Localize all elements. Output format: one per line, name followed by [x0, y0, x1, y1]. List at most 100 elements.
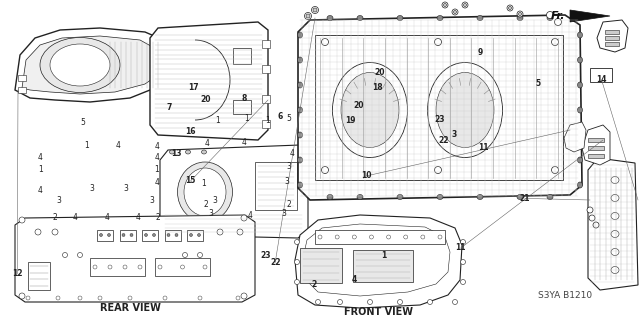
Polygon shape	[15, 215, 255, 302]
Text: 1: 1	[154, 165, 159, 174]
Ellipse shape	[552, 166, 559, 173]
Ellipse shape	[316, 300, 321, 305]
Ellipse shape	[198, 296, 202, 300]
Ellipse shape	[337, 300, 342, 305]
Ellipse shape	[611, 267, 619, 274]
Ellipse shape	[352, 235, 356, 239]
Text: 3: 3	[212, 196, 218, 205]
Polygon shape	[160, 145, 308, 238]
Ellipse shape	[138, 265, 142, 269]
Text: 11: 11	[456, 244, 466, 252]
Ellipse shape	[294, 279, 300, 284]
Text: 3: 3	[452, 130, 457, 139]
Text: 1: 1	[84, 141, 89, 150]
Text: 4: 4	[105, 213, 110, 222]
Ellipse shape	[462, 2, 468, 8]
Ellipse shape	[577, 57, 582, 63]
Bar	[262, 95, 270, 103]
Ellipse shape	[298, 82, 303, 88]
Text: 2: 2	[52, 213, 57, 222]
Ellipse shape	[477, 15, 483, 20]
Ellipse shape	[19, 217, 25, 223]
Ellipse shape	[123, 265, 127, 269]
Bar	[262, 120, 270, 128]
Ellipse shape	[202, 150, 207, 154]
Bar	[155, 258, 210, 276]
Ellipse shape	[294, 260, 300, 265]
Ellipse shape	[152, 234, 156, 236]
Bar	[590, 68, 612, 82]
Ellipse shape	[26, 296, 30, 300]
Ellipse shape	[507, 5, 513, 11]
Bar	[28, 262, 50, 290]
Ellipse shape	[305, 12, 312, 20]
Text: 1: 1	[244, 114, 249, 123]
Ellipse shape	[98, 296, 102, 300]
Bar	[315, 230, 445, 244]
Text: S3YA B1210: S3YA B1210	[538, 291, 592, 300]
Ellipse shape	[577, 82, 582, 88]
Text: 1: 1	[215, 116, 220, 125]
Ellipse shape	[236, 296, 240, 300]
Ellipse shape	[547, 12, 554, 19]
Ellipse shape	[189, 234, 193, 236]
Ellipse shape	[156, 56, 161, 60]
Text: 3: 3	[89, 184, 94, 193]
Text: REAR VIEW: REAR VIEW	[100, 303, 161, 313]
Bar	[18, 87, 26, 93]
Ellipse shape	[454, 11, 456, 13]
Ellipse shape	[397, 300, 403, 305]
Text: 4: 4	[154, 153, 159, 162]
Ellipse shape	[547, 15, 553, 20]
Text: 3: 3	[209, 209, 214, 218]
Ellipse shape	[509, 6, 511, 10]
Ellipse shape	[611, 212, 619, 220]
Text: 4: 4	[73, 213, 78, 222]
Ellipse shape	[321, 166, 328, 173]
Text: 1: 1	[201, 180, 206, 188]
Ellipse shape	[444, 4, 447, 6]
Ellipse shape	[175, 234, 178, 236]
Ellipse shape	[19, 293, 25, 299]
Bar	[605, 36, 619, 40]
Text: 4: 4	[38, 153, 43, 162]
Text: 1: 1	[265, 116, 270, 125]
Text: 3: 3	[56, 196, 61, 205]
Bar	[142, 230, 158, 241]
Bar	[605, 42, 619, 46]
Text: 3: 3	[287, 162, 292, 171]
Bar	[233, 100, 251, 114]
Ellipse shape	[327, 15, 333, 20]
Ellipse shape	[182, 252, 188, 258]
Text: 19: 19	[345, 116, 355, 125]
Ellipse shape	[217, 229, 223, 235]
Bar	[262, 40, 270, 48]
Text: 20: 20	[201, 95, 211, 104]
Text: 4: 4	[247, 211, 252, 220]
Ellipse shape	[333, 62, 408, 157]
Ellipse shape	[241, 293, 247, 299]
Ellipse shape	[298, 57, 303, 63]
Ellipse shape	[298, 132, 303, 138]
Text: 2: 2	[287, 200, 292, 209]
Ellipse shape	[577, 182, 582, 188]
Ellipse shape	[40, 37, 120, 92]
Ellipse shape	[577, 32, 582, 38]
Bar	[18, 75, 26, 81]
Ellipse shape	[552, 38, 559, 45]
Text: 13: 13	[171, 149, 181, 158]
Ellipse shape	[203, 265, 207, 269]
Ellipse shape	[577, 157, 582, 163]
Bar	[605, 30, 619, 34]
Text: 4: 4	[351, 275, 356, 284]
Bar	[187, 230, 203, 241]
Ellipse shape	[78, 296, 82, 300]
Ellipse shape	[50, 44, 110, 86]
Ellipse shape	[517, 11, 523, 17]
Text: 4: 4	[116, 141, 121, 150]
Ellipse shape	[163, 296, 167, 300]
Ellipse shape	[145, 234, 147, 236]
Ellipse shape	[428, 300, 433, 305]
Bar	[151, 59, 159, 65]
Ellipse shape	[437, 195, 443, 199]
